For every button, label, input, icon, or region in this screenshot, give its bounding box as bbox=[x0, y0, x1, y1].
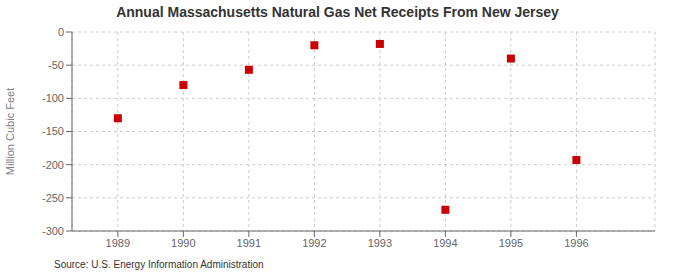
svg-text:1990: 1990 bbox=[171, 237, 195, 249]
svg-text:1992: 1992 bbox=[302, 237, 326, 249]
svg-text:1994: 1994 bbox=[433, 237, 457, 249]
svg-text:-50: -50 bbox=[48, 59, 64, 71]
html-text:Source: U.S. Energy Informatio: Source: U.S. Energy Information Administ… bbox=[54, 259, 264, 270]
svg-text:0: 0 bbox=[58, 26, 64, 38]
svg-text:1991: 1991 bbox=[237, 237, 261, 249]
svg-text:1996: 1996 bbox=[564, 237, 588, 249]
svg-text:1995: 1995 bbox=[499, 237, 523, 249]
svg-text:-250: -250 bbox=[42, 192, 64, 204]
svg-text:-100: -100 bbox=[42, 92, 64, 104]
svg-text:-300: -300 bbox=[42, 225, 64, 237]
svg-text:-150: -150 bbox=[42, 125, 64, 137]
svg-text:1993: 1993 bbox=[368, 237, 392, 249]
svg-text:1989: 1989 bbox=[106, 237, 130, 249]
svg-text:Million Cubic Feet: Million Cubic Feet bbox=[8, 88, 16, 175]
svg-text:-200: -200 bbox=[42, 159, 64, 171]
html-text:Annual Massachusetts Natural G: Annual Massachusetts Natural Gas Net Rec… bbox=[116, 4, 559, 20]
